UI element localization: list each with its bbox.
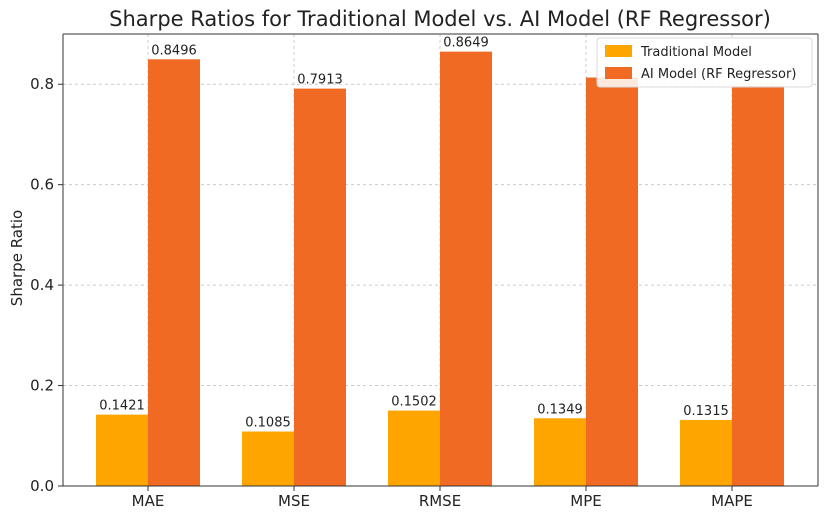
legend-swatch-traditional [605, 45, 632, 57]
x-tick-label: MAPE [711, 492, 753, 510]
data-label-traditional-model: 0.1502 [391, 395, 437, 410]
bar-ai-model-rf-regressor [732, 85, 784, 486]
bar-ai-model-rf-regressor [294, 88, 346, 486]
legend-box [596, 37, 813, 88]
bar-ai-model-rf-regressor [586, 77, 638, 486]
y-axis-label: Sharpe Ratio [8, 210, 26, 306]
data-label-ai-model-rf-regressor: 0.8649 [443, 36, 489, 51]
data-label-ai-model-rf-regressor: 0.8496 [151, 43, 197, 58]
bar-traditional-model [96, 414, 148, 486]
legend: Traditional Model AI Model (RF Regressor… [596, 37, 813, 88]
data-label-traditional-model: 0.1315 [683, 404, 729, 419]
axes: 0.0 0.2 0.4 0.6 0.8 MAE MSE RMSE MPE MAPE [30, 33, 819, 510]
data-label-ai-model-rf-regressor: 0.7913 [297, 73, 343, 88]
data-labels: 0.1421 0.1085 0.1502 0.1349 0.1315 0.8496 0.79… [99, 36, 729, 431]
data-label-traditional-model: 0.1349 [537, 402, 583, 417]
x-tick-label: MSE [278, 492, 310, 510]
bar-traditional-model [680, 419, 732, 486]
chart-title: Sharpe Ratios for Traditional Model vs. … [109, 7, 771, 31]
legend-swatch-ai-model [605, 67, 632, 79]
bar-ai-model-rf-regressor [440, 51, 492, 487]
x-tick-label: RMSE [419, 492, 461, 510]
bars [96, 51, 784, 487]
x-tick-label: MPE [570, 492, 601, 510]
data-label-traditional-model: 0.1421 [99, 399, 145, 414]
legend-label-traditional: Traditional Model [640, 45, 752, 60]
bar-traditional-model [534, 418, 586, 486]
y-tick-label: 0.0 [30, 477, 54, 495]
bar-traditional-model [388, 410, 440, 486]
bar-traditional-model [242, 431, 294, 486]
y-tick-label: 0.8 [30, 75, 54, 93]
y-tick-label: 0.2 [30, 377, 54, 395]
legend-label-ai-model: AI Model (RF Regressor) [641, 67, 796, 82]
data-label-traditional-model: 0.1085 [245, 416, 291, 431]
y-tick-label: 0.4 [30, 276, 54, 294]
x-tick-label: MAE [132, 492, 165, 510]
y-tick-label: 0.6 [30, 176, 54, 194]
bar-ai-model-rf-regressor [148, 59, 200, 486]
